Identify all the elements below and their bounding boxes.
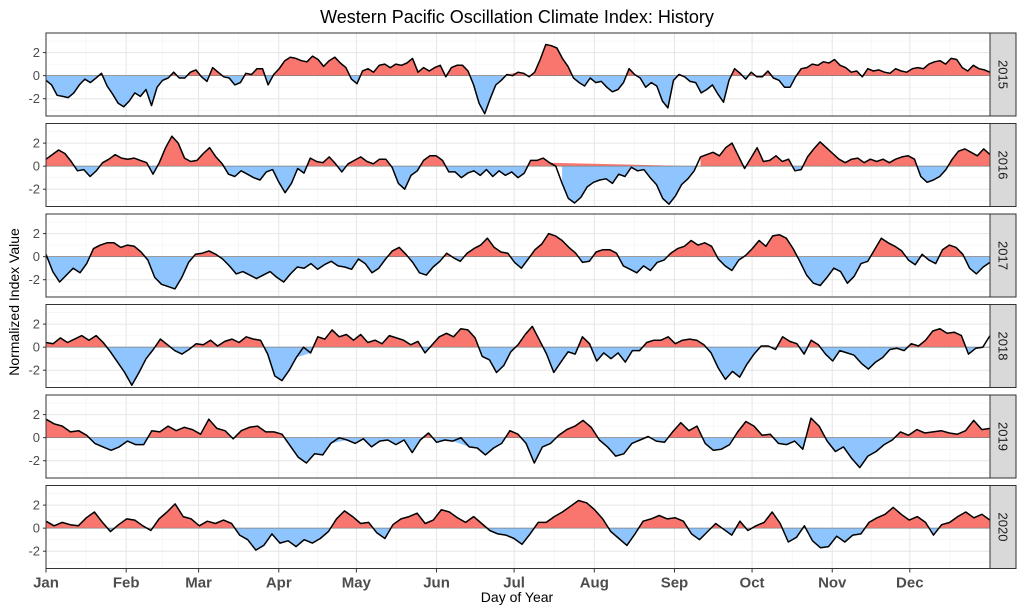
- facet-strip: [989, 304, 1017, 388]
- positive-area: [46, 418, 990, 438]
- facet-strip-label: 2019: [996, 422, 1011, 451]
- y-tick-label: 0: [33, 249, 40, 264]
- facet-strip: [989, 485, 1017, 569]
- series-line-2017: [45, 232, 991, 290]
- positive-area: [46, 500, 990, 529]
- x-tick-label: Nov: [818, 575, 847, 592]
- x-axis-title: Day of Year: [481, 589, 554, 605]
- x-tick-label: Jul: [503, 575, 525, 592]
- facet-strip: [989, 213, 1017, 298]
- x-tick-label: Aug: [580, 575, 609, 592]
- facet-strip: [989, 123, 1017, 207]
- chart-title: Western Pacific Oscillation Climate Inde…: [320, 7, 714, 27]
- y-tick-label: 0: [33, 521, 40, 536]
- y-tick-label: 0: [33, 159, 40, 174]
- facet-strip-label: 2020: [996, 513, 1011, 542]
- x-tick-label: Feb: [113, 575, 140, 592]
- panel-2017: 2 0 -2 2017: [28, 213, 1017, 298]
- x-tick-label: Sep: [661, 575, 689, 592]
- x-axis-ticks: Jan Feb Mar Apr May Jun Jul Aug Sep Oct Nov Dec: [33, 568, 924, 592]
- series-line-2019: [45, 417, 991, 469]
- panel-background: [46, 214, 990, 297]
- facet-panels: 2 0 -2 2015 2 0 -2 2016 2 0 -2 2017 2 0 -2 2018 2 0 -2 2019…: [28, 32, 1017, 569]
- panel-2015: 2 0 -2 2015: [28, 32, 1017, 117]
- positive-area: [46, 136, 990, 167]
- facet-strip: [989, 394, 1017, 479]
- y-tick-label: -2: [28, 182, 40, 197]
- negative-area: [74, 166, 949, 205]
- y-tick-label: 2: [33, 45, 40, 60]
- negative-area: [106, 347, 991, 386]
- y-axis-title: Normalized Index Value: [6, 228, 22, 376]
- y-tick-label: -2: [28, 453, 40, 468]
- panel-2018: 2 0 -2 2018: [28, 304, 1017, 388]
- series-line-2018: [45, 325, 991, 386]
- y-tick-label: -2: [28, 363, 40, 378]
- panel-2016: 2 0 -2 2016: [28, 123, 1017, 207]
- y-tick-label: 2: [33, 226, 40, 241]
- series-line-2016: [45, 135, 991, 205]
- facet-strip-label: 2016: [996, 151, 1011, 180]
- y-tick-label: 2: [33, 407, 40, 422]
- y-tick-label: -2: [28, 91, 40, 106]
- x-tick-label: Apr: [266, 575, 292, 592]
- facet-strip: [989, 32, 1017, 117]
- facet-strip-label: 2018: [996, 332, 1011, 361]
- x-tick-label: Mar: [185, 575, 212, 592]
- x-tick-label: Dec: [896, 575, 924, 592]
- negative-area: [46, 75, 864, 114]
- panel-2019: 2 0 -2 2019: [28, 394, 1017, 479]
- y-tick-label: 2: [33, 136, 40, 151]
- y-tick-label: -2: [28, 272, 40, 287]
- series-line-2020: [45, 499, 991, 551]
- y-tick-label: -2: [28, 544, 40, 559]
- y-tick-label: 2: [33, 498, 40, 513]
- facet-strip-label: 2015: [996, 60, 1011, 89]
- x-tick-label: Oct: [740, 575, 765, 592]
- series-line-2015: [45, 43, 991, 115]
- y-tick-label: 0: [33, 68, 40, 83]
- y-tick-label: 0: [33, 430, 40, 445]
- positive-area: [98, 44, 991, 76]
- x-tick-label: Jun: [423, 575, 450, 592]
- panel-2020: 2 0 -2 2020: [28, 485, 1017, 569]
- x-tick-label: Jan: [33, 575, 59, 592]
- y-tick-label: 0: [33, 340, 40, 355]
- y-tick-label: 2: [33, 317, 40, 332]
- facet-strip-label: 2017: [996, 241, 1011, 270]
- x-tick-label: May: [342, 575, 372, 592]
